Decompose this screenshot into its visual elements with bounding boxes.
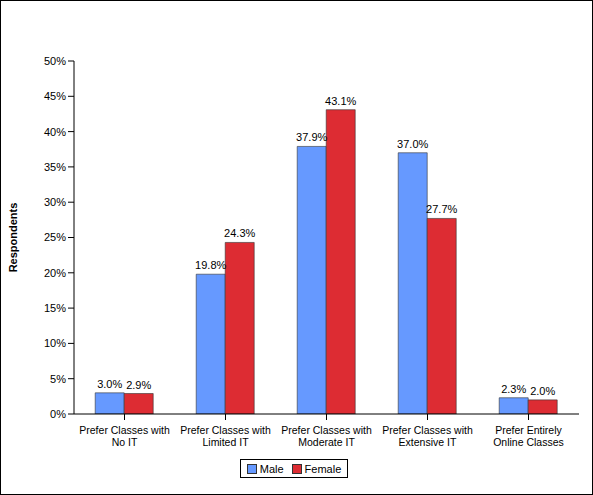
svg-text:37.9%: 37.9% [296, 131, 327, 143]
svg-text:30%: 30% [44, 196, 66, 208]
svg-text:37.0%: 37.0% [397, 138, 428, 150]
svg-text:27.7%: 27.7% [426, 203, 457, 215]
svg-text:Prefer Classes withModerate IT: Prefer Classes withModerate IT [281, 424, 372, 448]
svg-text:25%: 25% [44, 231, 66, 243]
svg-text:35%: 35% [44, 161, 66, 173]
svg-text:24.3%: 24.3% [224, 227, 255, 239]
svg-text:19.8%: 19.8% [195, 259, 226, 271]
html-text:Male: Male [259, 463, 284, 476]
svg-text:43.1%: 43.1% [325, 95, 356, 107]
svg-text:10%: 10% [44, 337, 66, 349]
svg-text:50%: 50% [44, 55, 66, 67]
svg-text:15%: 15% [44, 302, 66, 314]
svg-text:Respondents: Respondents [8, 203, 19, 273]
svg-text:40%: 40% [44, 126, 66, 138]
svg-text:Prefer Classes withLimited IT: Prefer Classes withLimited IT [180, 424, 271, 448]
svg-text:Prefer Classes withNo IT: Prefer Classes withNo IT [79, 424, 170, 448]
svg-text:2.9%: 2.9% [126, 379, 151, 391]
svg-text:45%: 45% [44, 90, 66, 102]
html-text:Female: Female [304, 463, 342, 476]
svg-text:3.0%: 3.0% [97, 378, 122, 390]
svg-text:Prefer Classes withExtensive I: Prefer Classes withExtensive IT [382, 424, 473, 448]
svg-text:5%: 5% [50, 373, 66, 385]
svg-text:2.0%: 2.0% [530, 385, 555, 397]
svg-text:Prefer EntirelyOnline Classes: Prefer EntirelyOnline Classes [493, 424, 564, 448]
svg-text:2.3%: 2.3% [501, 383, 526, 395]
svg-text:0%: 0% [50, 408, 66, 420]
svg-text:20%: 20% [44, 267, 66, 279]
